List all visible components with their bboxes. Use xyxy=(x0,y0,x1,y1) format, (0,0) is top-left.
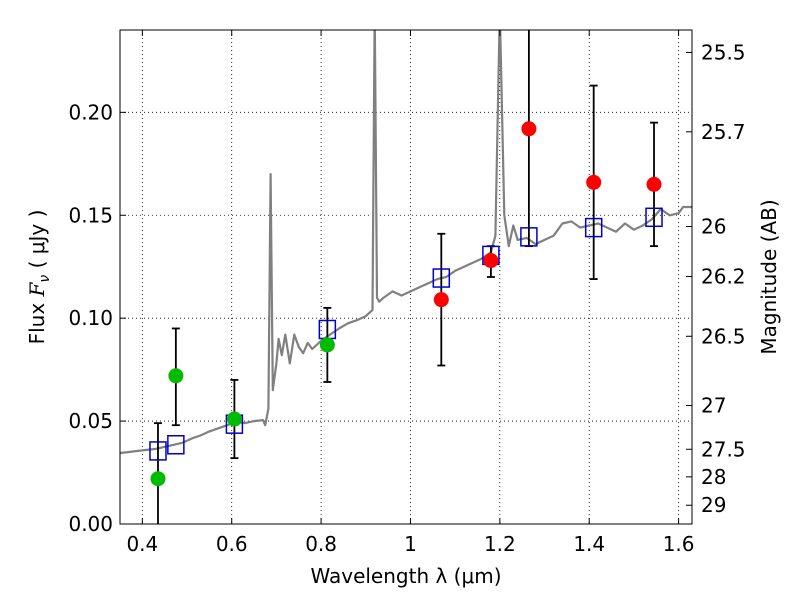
nir-point xyxy=(586,174,602,190)
mag-tick-label: 26 xyxy=(701,214,726,238)
x-tick-label: 0.8 xyxy=(305,532,337,556)
y2-axis-label: Magnitude (AB) xyxy=(757,199,781,354)
model-photometry-square xyxy=(167,435,185,455)
x-tick-label: 1.4 xyxy=(573,532,605,556)
x-tick-label: 0.4 xyxy=(126,532,158,556)
optical-point xyxy=(319,337,335,353)
model-photometry-square xyxy=(149,441,167,461)
model-photometry-square xyxy=(645,207,663,228)
y-tick-label: 0.15 xyxy=(68,203,113,227)
mag-tick-label: 26.5 xyxy=(701,324,746,348)
mag-tick-label: 25.5 xyxy=(701,40,746,64)
optical-point xyxy=(168,368,184,384)
x-tick-label: 1.6 xyxy=(663,532,695,556)
nir-point xyxy=(483,253,499,269)
axis-ticks: 0.4 0.6 0.8 1 1.2 1.4 1.6 0.00 0.05 0.10 0.15 0.20 2… xyxy=(68,30,746,556)
nir-point xyxy=(433,292,449,308)
y-axis-label-suffix: ( μJy ) xyxy=(25,210,49,275)
mag-tick-label: 27.5 xyxy=(701,437,746,461)
x-tick-label: 0.6 xyxy=(216,532,248,556)
model-photometry-square xyxy=(432,268,451,288)
mag-tick-label: 26.2 xyxy=(701,265,746,289)
model-photometry-square xyxy=(584,217,603,238)
y-axis-label-prefix: Flux xyxy=(25,296,49,344)
model-photometry-square xyxy=(520,227,538,247)
y-tick-label: 0.20 xyxy=(68,100,113,124)
y-axis-label-var: F xyxy=(25,281,49,297)
data-markers xyxy=(149,121,663,487)
nir-point xyxy=(646,176,662,192)
y-tick-label: 0.00 xyxy=(68,512,113,536)
y-axis-label-sub: ν xyxy=(37,275,53,283)
mag-tick-label: 28 xyxy=(701,465,726,489)
mag-tick-label: 25.7 xyxy=(701,120,746,144)
mag-tick-label: 29 xyxy=(701,493,726,517)
x-tick-label: 1 xyxy=(404,532,417,556)
optical-point xyxy=(226,411,242,427)
y-axis-label: Flux Fν ( μJy ) xyxy=(25,210,53,345)
y-tick-label: 0.10 xyxy=(68,306,113,330)
mag-tick-label: 27 xyxy=(701,394,726,418)
x-tick-label: 1.2 xyxy=(484,532,516,556)
optical-point xyxy=(150,471,166,487)
x-axis-label: Wavelength λ (μm) xyxy=(310,564,501,588)
y-tick-label: 0.05 xyxy=(68,409,113,433)
nir-point xyxy=(521,121,537,137)
